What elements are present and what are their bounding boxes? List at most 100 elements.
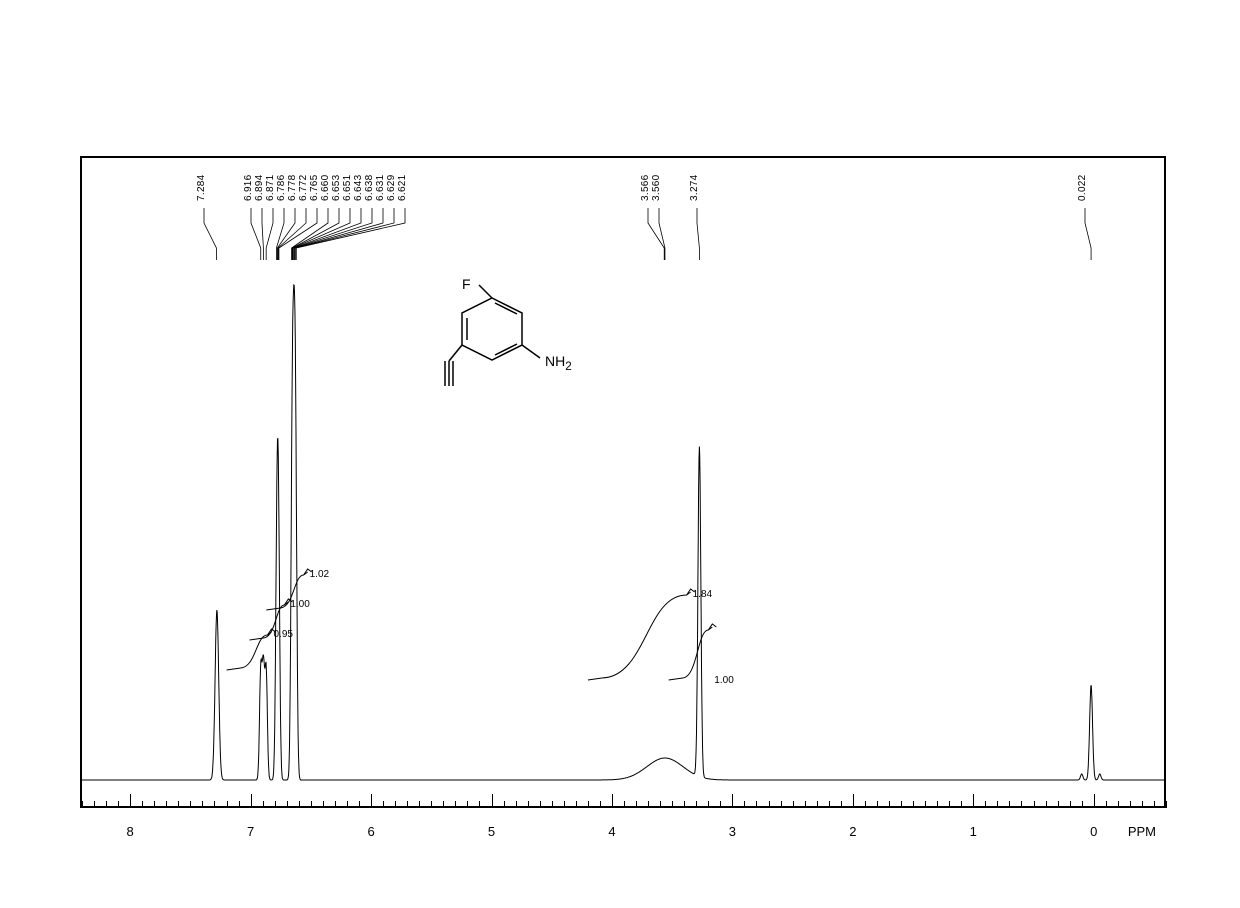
peak-label: 0.022 (1077, 174, 1088, 201)
tick-minor (540, 801, 541, 808)
tick-minor (239, 801, 240, 808)
tick-minor (961, 801, 962, 808)
tick-minor (467, 801, 468, 808)
peak-label: 6.786 (276, 174, 287, 201)
tick-minor (588, 801, 589, 808)
tick-minor (142, 801, 143, 808)
peak-label-connector (262, 208, 263, 260)
tick-minor (516, 801, 517, 808)
tick-minor (865, 801, 866, 808)
peak-label-connector (251, 208, 261, 260)
molecule-structure (437, 283, 567, 403)
tick-minor (94, 801, 95, 808)
tick-minor (1166, 801, 1167, 808)
tick-minor (419, 801, 420, 808)
tick-minor (431, 801, 432, 808)
molecule-f-label: F (462, 276, 471, 292)
peak-label-connector (266, 208, 273, 260)
tick-minor (1046, 801, 1047, 808)
tick-minor (720, 801, 721, 808)
tick-minor (576, 801, 577, 808)
tick-minor (564, 801, 565, 808)
peak-label: 6.871 (265, 174, 276, 201)
tick-major (251, 794, 252, 808)
tick-label: 7 (247, 824, 254, 839)
tick-minor (227, 801, 228, 808)
nh2-sub: 2 (565, 360, 571, 373)
integration-label: 1.00 (290, 599, 309, 610)
tick-minor (1142, 801, 1143, 808)
tick-minor (1034, 801, 1035, 808)
peak-label-connector (1085, 208, 1091, 260)
nh2-text: NH (545, 353, 565, 369)
tick-minor (106, 801, 107, 808)
tick-label: 2 (849, 824, 856, 839)
tick-minor (781, 801, 782, 808)
tick-minor (443, 801, 444, 808)
tick-minor (1130, 801, 1131, 808)
peak-label: 6.653 (331, 174, 342, 201)
peak-label: 6.772 (298, 174, 309, 201)
tick-minor (841, 801, 842, 808)
tick-minor (1009, 801, 1010, 808)
tick-minor (817, 801, 818, 808)
integration-label: 1.84 (693, 589, 712, 600)
tick-minor (793, 801, 794, 808)
tick-minor (299, 801, 300, 808)
tick-minor (756, 801, 757, 808)
peak-label: 6.638 (364, 174, 375, 201)
tick-minor (949, 801, 950, 808)
tick-minor (636, 801, 637, 808)
tick-label: 0 (1090, 824, 1097, 839)
tick-minor (889, 801, 890, 808)
tick-label: 1 (970, 824, 977, 839)
peak-label: 6.651 (342, 174, 353, 201)
tick-minor (383, 801, 384, 808)
tick-minor (275, 801, 276, 808)
tick-minor (1106, 801, 1107, 808)
tick-minor (118, 801, 119, 808)
tick-label: 3 (729, 824, 736, 839)
tick-minor (263, 801, 264, 808)
integration-curve (669, 627, 713, 680)
tick-minor (311, 801, 312, 808)
tick-minor (504, 801, 505, 808)
tick-minor (744, 801, 745, 808)
tick-minor (528, 801, 529, 808)
tick-minor (901, 801, 902, 808)
tick-minor (925, 801, 926, 808)
peak-label: 6.765 (309, 174, 320, 201)
tick-minor (359, 801, 360, 808)
molecule-nh2-label: NH2 (545, 353, 572, 373)
tick-minor (913, 801, 914, 808)
tick-major (612, 794, 613, 808)
tick-minor (708, 801, 709, 808)
tick-minor (997, 801, 998, 808)
tick-major (492, 794, 493, 808)
tick-major (371, 794, 372, 808)
tick-label: 4 (608, 824, 615, 839)
tick-minor (877, 801, 878, 808)
tick-minor (214, 801, 215, 808)
peak-label: 3.274 (689, 174, 700, 201)
spectrum-svg (82, 158, 1166, 808)
tick-minor (407, 801, 408, 808)
tick-minor (323, 801, 324, 808)
tick-major (973, 794, 974, 808)
integration-label: 1.00 (714, 675, 733, 686)
tick-minor (660, 801, 661, 808)
page-root: F NH2 876543210 PPM 7.2846.9166.8946.871… (0, 0, 1240, 908)
peak-label: 6.660 (320, 174, 331, 201)
tick-major (853, 794, 854, 808)
peak-label: 6.916 (243, 174, 254, 201)
peak-label: 6.778 (287, 174, 298, 201)
peak-label: 6.631 (375, 174, 386, 201)
tick-minor (985, 801, 986, 808)
tick-major (130, 794, 131, 808)
peak-label-connector (293, 208, 350, 260)
tick-minor (624, 801, 625, 808)
peak-label-connector (697, 208, 699, 260)
peak-label-connector (204, 208, 216, 260)
tick-minor (672, 801, 673, 808)
spectrum-trace (82, 285, 1166, 780)
